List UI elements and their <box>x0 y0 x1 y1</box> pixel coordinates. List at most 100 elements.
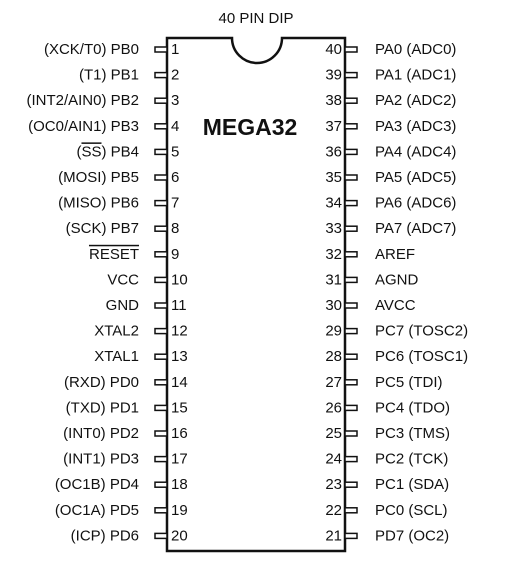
left-pin-column: 1 (XCK/T0) PB0 2 (T1) PB1 3 (INT2/AIN0) PB2 4 (… <box>26 41 187 544</box>
pin-lead <box>344 481 358 488</box>
pin-number: 20 <box>171 527 188 544</box>
pin-label: PC5 (TDI) <box>375 374 443 391</box>
pin-number: 19 <box>171 502 188 519</box>
pin-20: 20 (ICP) PD6 <box>71 527 188 544</box>
pin-lead <box>344 199 358 207</box>
chip-body <box>165 36 347 553</box>
pin-label: (INT1) PD3 <box>63 451 139 468</box>
pin-number: 39 <box>325 67 342 84</box>
pin-number: 6 <box>171 169 179 186</box>
pin-label: PC4 (TDO) <box>375 399 450 416</box>
pin-number: 32 <box>325 246 342 263</box>
pin-number: 16 <box>171 425 188 442</box>
pin-number: 5 <box>171 143 179 160</box>
pin-number: 14 <box>171 374 188 391</box>
pin-38: 38 PA2 (ADC2) <box>325 92 456 109</box>
pin-label: XTAL1 <box>94 348 139 365</box>
pin-36: 36 PA4 (ADC4) <box>325 143 456 160</box>
pin-lead <box>154 455 168 463</box>
pin-9: 9 RESET <box>89 246 179 263</box>
pin-17: 17 (INT1) PD3 <box>63 451 188 468</box>
pin-number: 1 <box>171 41 179 58</box>
pin-label: PC2 (TCK) <box>375 451 448 468</box>
pin-lead <box>344 455 358 463</box>
pin-lead <box>154 251 168 258</box>
pin-8: 8 (SCK) PB7 <box>66 220 180 237</box>
pin-13: 13 XTAL1 <box>94 348 187 365</box>
pin-3: 3 (INT2/AIN0) PB2 <box>26 92 179 109</box>
pin-lead <box>344 71 358 79</box>
pin-number: 33 <box>325 220 342 237</box>
pin-label: (T1) PB1 <box>79 67 139 84</box>
pin-label: PA3 (ADC3) <box>375 118 456 135</box>
right-pin-column: 40 PA0 (ADC0) 39 PA1 (ADC1) 38 PA2 (ADC2) 37 PA… <box>325 41 468 544</box>
pin-label: PC0 (SCL) <box>375 502 448 519</box>
pin-lead <box>154 97 168 104</box>
pin-lead <box>344 46 358 53</box>
pin-lead <box>154 199 168 207</box>
pin-lead <box>344 148 358 156</box>
pin-label: AGND <box>375 271 419 288</box>
pin-29: 29 PC7 (TOSC2) <box>325 323 468 340</box>
pin-14: 14 (RXD) PD0 <box>64 374 188 391</box>
pin-34: 34 PA6 (ADC6) <box>325 195 456 212</box>
pin-lead <box>344 327 358 335</box>
pin-label: (MOSI) PB5 <box>58 169 139 186</box>
pin-lead <box>344 532 358 540</box>
pin-lead <box>154 148 168 156</box>
pin-4: 4 (OC0/AIN1) PB3 <box>28 118 179 135</box>
pin-35: 35 PA5 (ADC5) <box>325 169 456 186</box>
pin-number: 10 <box>171 271 188 288</box>
pin-lead <box>154 532 168 540</box>
pin-lead <box>154 379 168 386</box>
pin-22: 22 PC0 (SCL) <box>325 502 447 519</box>
pin-number: 27 <box>325 374 342 391</box>
pin-label: (INT2/AIN0) PB2 <box>26 92 139 109</box>
pin-10: 10 VCC <box>107 271 187 288</box>
pin-31: 31 AGND <box>325 271 418 288</box>
pin-number: 11 <box>171 297 187 314</box>
pin-lead <box>154 123 168 130</box>
package-label: 40 PIN DIP <box>218 10 293 27</box>
pin-26: 26 PC4 (TDO) <box>325 399 450 416</box>
pin-23: 23 PC1 (SDA) <box>325 476 449 493</box>
pin-number: 24 <box>325 451 342 468</box>
pin-number: 8 <box>171 220 179 237</box>
pin-7: 7 (MISO) PB6 <box>58 195 179 212</box>
pin-label: RESET <box>89 246 139 263</box>
pin-number: 31 <box>325 271 342 288</box>
pin-lead <box>154 507 168 514</box>
pin-label: PC1 (SDA) <box>375 476 449 493</box>
pin-number: 30 <box>325 297 342 314</box>
pin-label: XTAL2 <box>94 323 139 340</box>
pin-label: (OC1B) PD4 <box>55 476 139 493</box>
pin-label: PA0 (ADC0) <box>375 41 456 58</box>
pin-label: (INT0) PD2 <box>63 425 139 442</box>
pin-number: 15 <box>171 399 188 416</box>
pin-5: 5 (SS) PB4 <box>76 143 179 160</box>
pin-37: 37 PA3 (ADC3) <box>325 118 456 135</box>
pin-40: 40 PA0 (ADC0) <box>325 41 456 58</box>
pin-lead <box>344 379 358 386</box>
pin-number: 22 <box>325 502 342 519</box>
pin-lead <box>154 174 168 181</box>
pin-label: PD7 (OC2) <box>375 527 449 544</box>
pin-32: 32 AREF <box>325 246 415 263</box>
pin-25: 25 PC3 (TMS) <box>325 425 450 442</box>
pin-number: 38 <box>325 92 342 109</box>
pin-label: (SS) PB4 <box>76 143 139 160</box>
pin-number: 2 <box>171 67 179 84</box>
pin-label: PA1 (ADC1) <box>375 67 456 84</box>
pin-lead <box>154 430 168 437</box>
pin-21: 21 PD7 (OC2) <box>325 527 449 544</box>
pin-number: 28 <box>325 348 342 365</box>
pin-number: 7 <box>171 195 179 212</box>
pin-label: (XCK/T0) PB0 <box>44 41 139 58</box>
pin-number: 36 <box>325 143 342 160</box>
pin-lead <box>154 46 168 53</box>
pin-lead <box>344 302 358 309</box>
pin-number: 13 <box>171 348 188 365</box>
pin-label: PC7 (TOSC2) <box>375 323 468 340</box>
pin-1: 1 (XCK/T0) PB0 <box>44 41 179 58</box>
